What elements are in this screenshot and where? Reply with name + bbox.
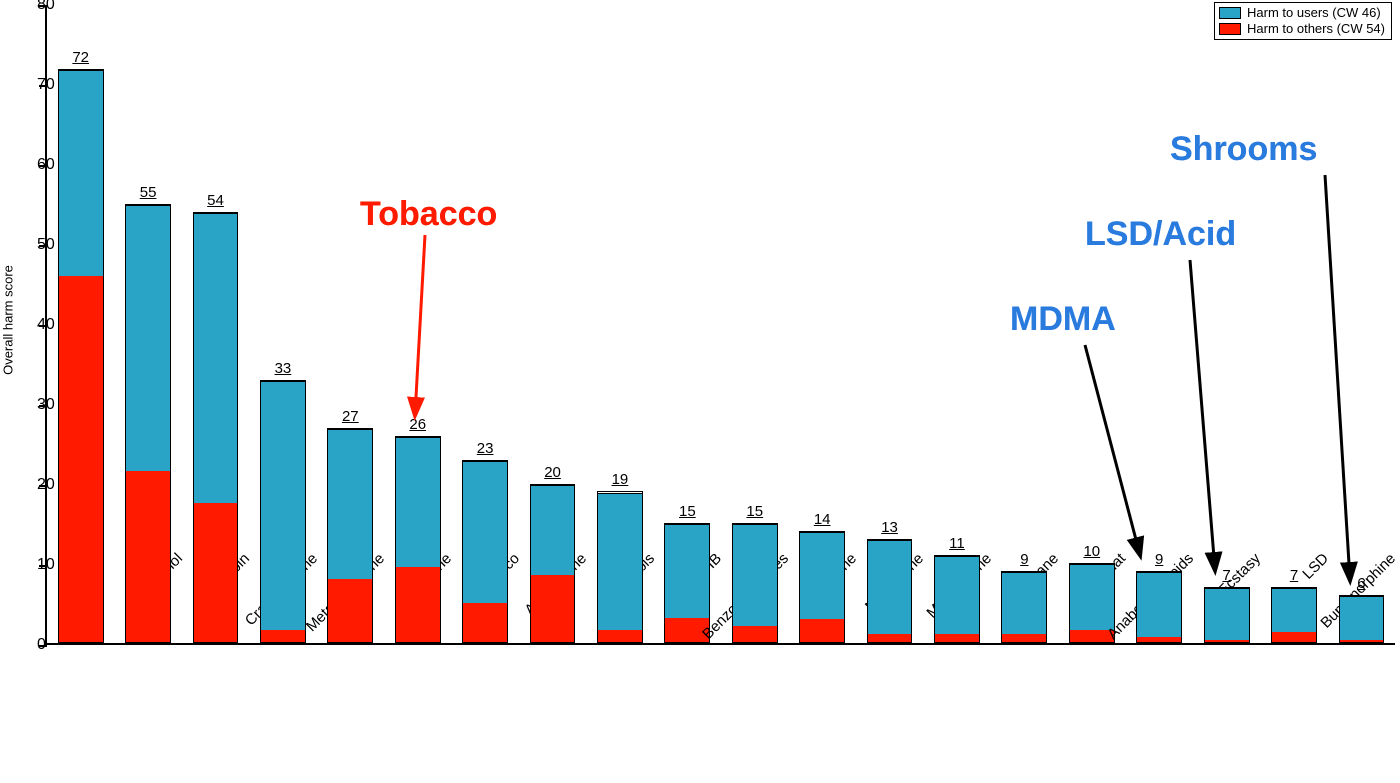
bar-segment-harm-to-others xyxy=(126,471,170,642)
bar-segment-harm-to-users xyxy=(935,556,979,634)
bar-slot: 11Butane xyxy=(923,5,990,643)
bar-slot: 27Cocaine xyxy=(317,5,384,643)
bar: 54 xyxy=(193,212,239,643)
bar-segment-harm-to-users xyxy=(531,485,575,576)
bar-slot: 13Mephedrone xyxy=(856,5,923,643)
bar: 26 xyxy=(395,436,441,643)
bar-total-label: 10 xyxy=(1083,543,1100,560)
bar-segment-harm-to-users xyxy=(126,205,170,471)
legend-label: Harm to users (CW 46) xyxy=(1247,5,1381,21)
bar-total-label: 23 xyxy=(477,440,494,457)
bar-slot: 15Ketamine xyxy=(721,5,788,643)
legend-item: Harm to users (CW 46) xyxy=(1219,5,1385,21)
bar-slot: 6Mushrooms xyxy=(1328,5,1395,643)
bar-total-label: 26 xyxy=(409,416,426,433)
bar-segment-harm-to-users xyxy=(328,429,372,579)
bar-slot: 14Methadone xyxy=(788,5,855,643)
bar-segment-harm-to-users xyxy=(598,493,642,631)
bar-segment-harm-to-users xyxy=(194,213,238,503)
bar-segment-harm-to-others xyxy=(59,276,103,642)
bar-segment-harm-to-users xyxy=(1002,572,1046,634)
bar-total-label: 7 xyxy=(1290,567,1298,584)
legend-swatch xyxy=(1219,7,1241,19)
bar-total-label: 54 xyxy=(207,192,224,209)
legend-swatch xyxy=(1219,23,1241,35)
bar-slot: 33Metamfetamine xyxy=(249,5,316,643)
bar-total-label: 7 xyxy=(1222,567,1230,584)
annotation-label: LSD/AcidLSD/Acid xyxy=(1085,215,1236,254)
bar-total-label: 33 xyxy=(275,360,292,377)
bar: 27 xyxy=(327,428,373,643)
bar-slot: 26Tobacco xyxy=(384,5,451,643)
chart-legend: Harm to users (CW 46)Harm to others (CW … xyxy=(1214,2,1392,40)
bar-total-label: 15 xyxy=(746,503,763,520)
bar-segment-harm-to-users xyxy=(59,70,103,277)
bar-slot: 7Buprenorphine xyxy=(1260,5,1327,643)
bar: 55 xyxy=(125,204,171,643)
bar-slot: 55Heroin xyxy=(114,5,181,643)
bar-total-label: 6 xyxy=(1357,575,1365,592)
legend-item: Harm to others (CW 54) xyxy=(1219,21,1385,37)
bar-slot: 7LSD xyxy=(1193,5,1260,643)
chart-plot-area: 01020304050607080 72Alcohol55Heroin54Cra… xyxy=(45,5,1395,645)
bar-slot: 54Crack cocaine xyxy=(182,5,249,643)
bar-total-label: 15 xyxy=(679,503,696,520)
bar-slot: 15Benzodiazepines xyxy=(654,5,721,643)
bar-total-label: 27 xyxy=(342,408,359,425)
bar-slot: 23Amfetamine xyxy=(451,5,518,643)
bar-slot: 19GHB xyxy=(586,5,653,643)
bar-segment-harm-to-users xyxy=(463,461,507,603)
y-axis-label: Overall harm score xyxy=(1,265,16,375)
bar-segment-harm-to-users xyxy=(261,381,305,630)
bars-container: 72Alcohol55Heroin54Crack cocaine33Metamf… xyxy=(47,5,1395,643)
bar: 23 xyxy=(462,460,508,643)
bar-slot: 20Cannabis xyxy=(519,5,586,643)
bar-total-label: 13 xyxy=(881,519,898,536)
bar-segment-harm-to-users xyxy=(868,540,912,634)
bar-segment-harm-to-users xyxy=(800,532,844,618)
bar-total-label: 20 xyxy=(544,464,561,481)
bar-total-label: 14 xyxy=(814,511,831,528)
bar: 33 xyxy=(260,380,306,643)
bar-total-label: 55 xyxy=(140,184,157,201)
bar-total-label: 11 xyxy=(949,535,965,552)
bar-segment-harm-to-users xyxy=(665,524,709,618)
annotation-label: ShroomsShrooms xyxy=(1170,130,1317,169)
bar-slot: 72Alcohol xyxy=(47,5,114,643)
legend-label: Harm to others (CW 54) xyxy=(1247,21,1385,37)
annotation-label: MDMAMDMA xyxy=(1010,300,1116,339)
bar-total-label: 19 xyxy=(612,471,629,488)
bar-total-label: 9 xyxy=(1020,551,1028,568)
bar-segment-harm-to-others xyxy=(194,503,238,642)
bar: 19 xyxy=(597,491,643,643)
annotation-label: TobaccoTobacco xyxy=(360,195,497,234)
bar: 20 xyxy=(530,484,576,644)
bar-total-label: 72 xyxy=(72,49,89,66)
bar-slot: 9Ecstasy xyxy=(1126,5,1193,643)
bar: 72 xyxy=(58,69,104,643)
bar-segment-harm-to-users xyxy=(733,524,777,626)
bar: 15 xyxy=(732,523,778,643)
bar-segment-harm-to-users xyxy=(396,437,440,567)
bar-segment-harm-to-users xyxy=(1070,564,1114,630)
bar-total-label: 9 xyxy=(1155,551,1163,568)
bar-segment-harm-to-users xyxy=(1272,588,1316,632)
